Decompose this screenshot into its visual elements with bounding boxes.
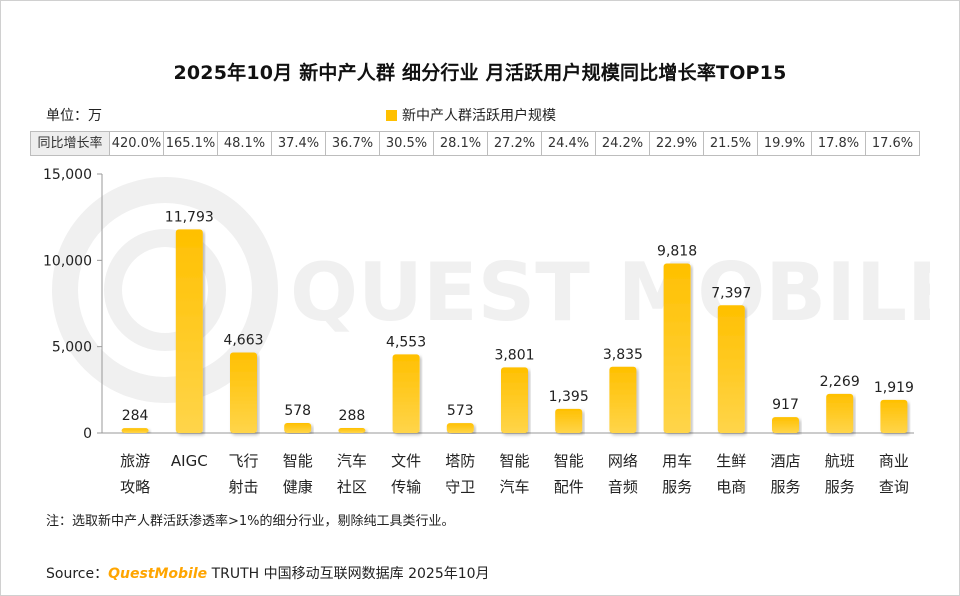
- bar: [284, 423, 312, 433]
- bar: [663, 263, 691, 433]
- data-label: 2,269: [820, 374, 860, 390]
- data-label: 4,553: [386, 334, 426, 350]
- data-label: 917: [772, 397, 799, 413]
- bar: [338, 428, 366, 433]
- y-tick-label: 15,000: [43, 167, 92, 183]
- legend-label: 新中产人群活跃用户规模: [402, 108, 556, 124]
- growth-rate-cell: 22.9%: [649, 132, 703, 155]
- growth-rate-cell: 36.7%: [325, 132, 379, 155]
- data-label: 11,793: [165, 209, 214, 225]
- growth-rate-cell: 19.9%: [757, 132, 811, 155]
- y-tick-label: 5,000: [52, 340, 92, 356]
- data-label: 284: [122, 408, 149, 424]
- category-label: 旅游: [120, 452, 150, 470]
- category-label: 商业: [879, 452, 909, 470]
- bar: [609, 366, 637, 433]
- data-label: 7,397: [711, 285, 751, 301]
- category-label: 智能: [554, 452, 584, 470]
- growth-rate-cell: 30.5%: [379, 132, 433, 155]
- category-label: 生鲜: [716, 452, 746, 470]
- growth-rate-cell: 28.1%: [433, 132, 487, 155]
- category-label: 攻略: [120, 478, 150, 496]
- legend-swatch: [386, 109, 397, 121]
- growth-rate-cell: 21.5%: [703, 132, 757, 155]
- category-label: 电商: [716, 478, 746, 496]
- category-label: 服务: [770, 478, 800, 496]
- bar: [772, 417, 799, 433]
- category-label: 智能: [283, 452, 313, 470]
- category-label: AIGC: [171, 452, 208, 470]
- bar: [121, 428, 149, 433]
- category-label: 飞行: [228, 452, 258, 470]
- bar: [717, 305, 745, 433]
- data-label: 288: [339, 408, 366, 424]
- data-label: 4,663: [223, 332, 263, 348]
- category-label: 社区: [337, 478, 367, 496]
- category-label: 酒店: [770, 452, 800, 470]
- category-label: 传输: [391, 478, 421, 496]
- category-label: 网络: [608, 452, 638, 470]
- data-label: 9,818: [657, 243, 697, 259]
- source-brand: QuestMobile: [108, 566, 208, 582]
- bar: [230, 352, 257, 433]
- source-line: Source：QuestMobile TRUTH 中国移动互联网数据库 2025…: [46, 563, 490, 583]
- data-label: 1,919: [874, 380, 914, 396]
- growth-rate-cell: 24.4%: [541, 132, 595, 155]
- growth-rate-header: 同比增长率: [31, 132, 109, 155]
- source-prefix: Source：: [46, 566, 109, 582]
- growth-rate-cell: 17.6%: [865, 132, 919, 155]
- category-label: 守卫: [445, 478, 475, 496]
- data-label: 573: [447, 403, 474, 419]
- growth-rate-cell: 165.1%: [163, 132, 217, 155]
- bar: [880, 399, 908, 433]
- growth-rate-cell: 37.4%: [271, 132, 325, 155]
- growth-rate-cell: 27.2%: [487, 132, 541, 155]
- chart-title: 2025年10月 新中产人群 细分行业 月活跃用户规模同比增长率TOP15: [173, 62, 787, 84]
- growth-rate-cell: 420.0%: [109, 132, 163, 155]
- category-label: 文件: [391, 452, 421, 470]
- data-label: 3,835: [603, 347, 643, 363]
- category-label: 服务: [825, 478, 855, 496]
- y-tick-label: 0: [83, 426, 92, 442]
- category-label: 汽车: [499, 478, 529, 496]
- data-label: 1,395: [549, 389, 589, 405]
- bar: [826, 393, 854, 433]
- category-label: 配件: [554, 478, 584, 496]
- data-label: 3,801: [494, 347, 534, 363]
- y-tick-label: 10,000: [43, 253, 92, 269]
- data-label: 578: [284, 403, 311, 419]
- category-label: 智能: [499, 452, 529, 470]
- growth-rate-table: 同比增长率 420.0% 165.1% 48.1% 37.4% 36.7% 30.5% 28…: [30, 131, 920, 156]
- bar: [501, 367, 528, 433]
- bar: [446, 423, 474, 433]
- category-label: 音频: [608, 478, 638, 496]
- unit-label: 单位：万: [46, 108, 102, 124]
- bar: [392, 354, 420, 433]
- footnote: 注：选取新中产人群活跃渗透率>1%的细分行业，剔除纯工具类行业。: [46, 514, 455, 529]
- growth-rate-cell: 48.1%: [217, 132, 271, 155]
- category-label: 用车: [662, 452, 692, 470]
- category-label: 汽车: [337, 452, 367, 470]
- category-label: 健康: [283, 478, 313, 496]
- category-label: 服务: [662, 478, 692, 496]
- category-label: 查询: [879, 478, 909, 496]
- growth-rate-cell: 24.2%: [595, 132, 649, 155]
- category-label: 射击: [228, 478, 258, 496]
- category-label: 塔防: [445, 452, 475, 470]
- bar: [175, 229, 203, 433]
- growth-rate-cell: 17.8%: [811, 132, 865, 155]
- legend: 新中产人群活跃用户规模: [386, 105, 556, 125]
- category-label: 航班: [825, 452, 855, 470]
- source-rest: TRUTH 中国移动互联网数据库 2025年10月: [207, 566, 490, 582]
- bar: [555, 408, 583, 433]
